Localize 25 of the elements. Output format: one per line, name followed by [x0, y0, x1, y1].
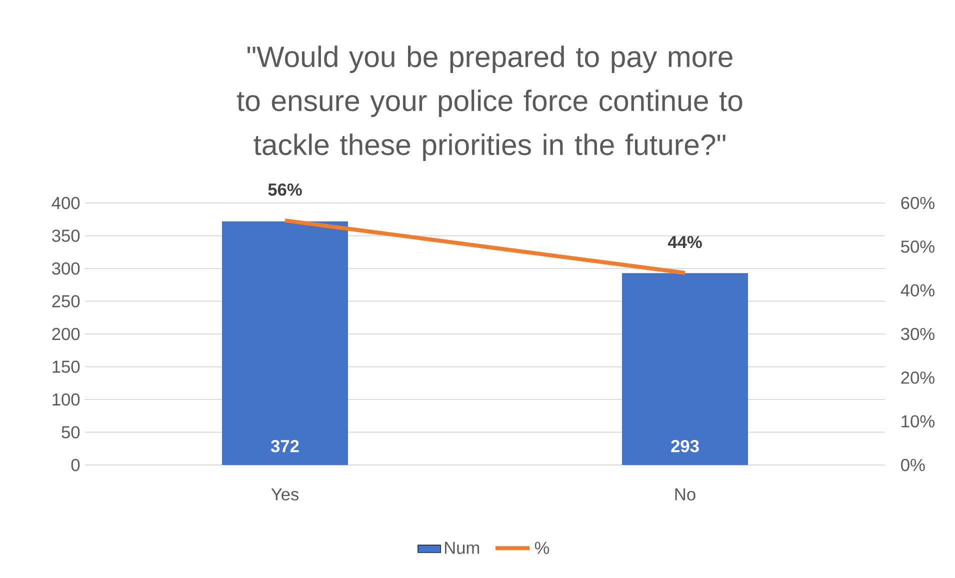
y-tick-label: 0: [71, 458, 80, 472]
y-tick-label: 50: [62, 426, 80, 438]
y-tick-label: 400: [52, 196, 80, 210]
legend-label: Num: [445, 542, 480, 554]
y2-tick-label: 50%: [901, 240, 934, 253]
data-label: 44%: [668, 236, 702, 248]
y-tick-label: 300: [52, 262, 80, 275]
y2-tick-label: 30%: [901, 328, 934, 340]
legend-label: %: [534, 542, 550, 554]
y-tick-label: 100: [52, 393, 80, 406]
y2-tick-label: 60%: [901, 196, 934, 210]
y2-tick-label: 10%: [902, 415, 934, 428]
y2-tick-label: 0%: [901, 458, 925, 472]
x-tick-label: No: [675, 488, 696, 500]
y2-tick-label: 40%: [900, 284, 934, 296]
y2-tick-label: 20%: [901, 372, 934, 384]
y-tick-label: 250: [52, 295, 80, 308]
chart-title: "Would you be prepared to pay more to ensure your police force continue to tackle these priorities in the future?": [236, 46, 742, 161]
y-tick-label: 350: [52, 230, 80, 242]
y-tick-label: 200: [52, 328, 80, 340]
data-label: 293: [671, 440, 699, 452]
data-label: 372: [270, 440, 299, 452]
y-tick-label: 150: [52, 360, 80, 373]
data-label: 56%: [268, 183, 302, 196]
x-tick-label: Yes: [271, 488, 299, 500]
